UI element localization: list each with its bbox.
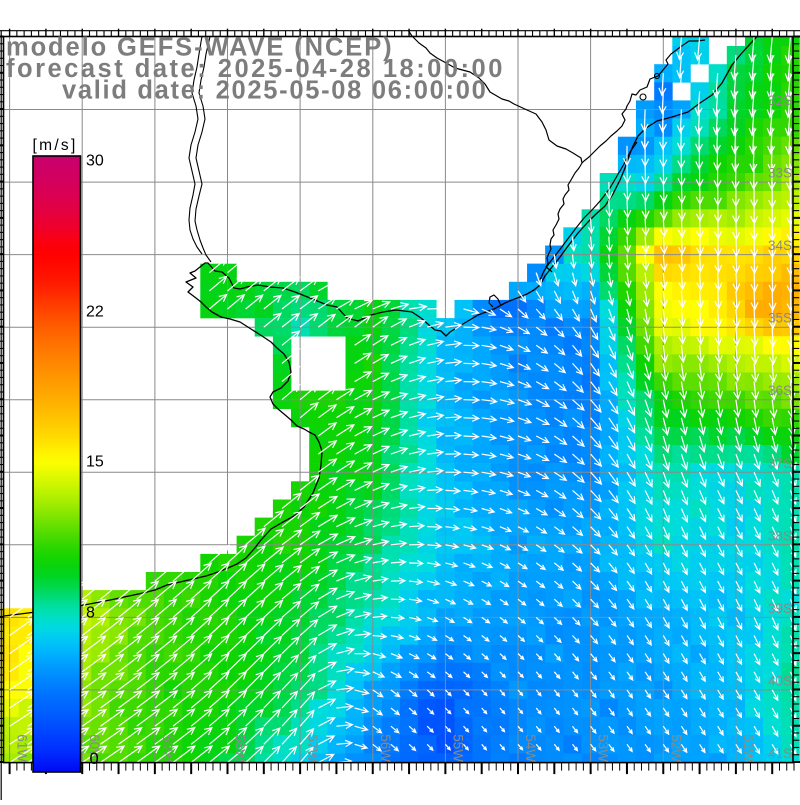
svg-text:54W: 54W xyxy=(523,734,538,762)
svg-text:33S: 33S xyxy=(768,166,792,181)
svg-text:61W: 61W xyxy=(15,734,30,762)
svg-text:60W: 60W xyxy=(87,734,102,762)
svg-text:30: 30 xyxy=(86,153,104,170)
svg-text:32S: 32S xyxy=(768,93,792,108)
svg-text:39S: 39S xyxy=(768,601,792,616)
svg-text:40S: 40S xyxy=(768,673,792,688)
svg-text:34S: 34S xyxy=(768,238,792,253)
svg-text:58W: 58W xyxy=(233,734,248,762)
svg-text:55W: 55W xyxy=(450,734,465,762)
svg-text:38S: 38S xyxy=(768,528,792,543)
svg-text:52W: 52W xyxy=(668,734,683,762)
svg-text:8: 8 xyxy=(86,605,95,622)
svg-text:35S: 35S xyxy=(768,311,792,326)
svg-text:modelo GEFS-WAVE (NCEP): modelo GEFS-WAVE (NCEP) xyxy=(6,34,394,62)
svg-text:0: 0 xyxy=(90,750,99,768)
svg-text:[m/s]: [m/s] xyxy=(33,137,78,154)
svg-text:22: 22 xyxy=(86,304,104,321)
svg-text:valid date: 2025-05-08 06:00:0: valid date: 2025-05-08 06:00:00 xyxy=(62,77,488,105)
svg-text:36S: 36S xyxy=(768,383,792,398)
svg-text:57W: 57W xyxy=(305,734,320,762)
svg-text:56W: 56W xyxy=(378,734,393,762)
svg-text:15: 15 xyxy=(86,454,104,471)
svg-text:53W: 53W xyxy=(596,734,611,762)
svg-text:41S: 41S xyxy=(768,746,792,761)
svg-text:37S: 37S xyxy=(768,456,792,471)
svg-text:51W: 51W xyxy=(741,734,756,762)
svg-text:59W: 59W xyxy=(160,734,175,762)
svg-text:forecast date: 2025-04-28 18:0: forecast date: 2025-04-28 18:00:00 xyxy=(6,55,505,83)
